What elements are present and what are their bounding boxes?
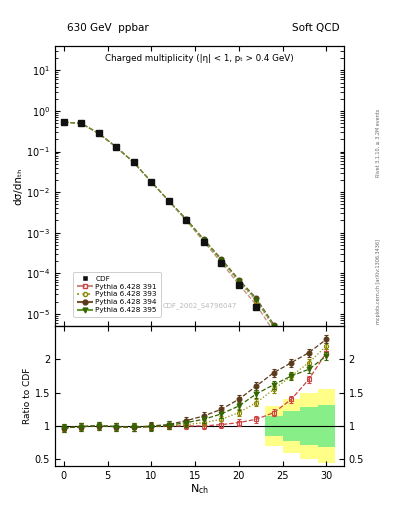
CDF — [79, 120, 84, 126]
CDF — [131, 159, 136, 165]
CDF — [219, 260, 224, 266]
CDF — [289, 355, 294, 361]
Line: CDF: CDF — [61, 118, 329, 426]
CDF — [61, 118, 66, 124]
Legend: CDF, Pythia 6.428 391, Pythia 6.428 393, Pythia 6.428 394, Pythia 6.428 395: CDF, Pythia 6.428 391, Pythia 6.428 393,… — [73, 272, 161, 317]
CDF — [167, 198, 171, 204]
Text: mcplots.cern.ch [arXiv:1306.3436]: mcplots.cern.ch [arXiv:1306.3436] — [376, 239, 380, 324]
CDF — [237, 282, 241, 288]
Y-axis label: dσ/dnₜₕ: dσ/dnₜₕ — [13, 167, 23, 205]
CDF — [272, 332, 276, 338]
CDF — [184, 218, 189, 224]
Y-axis label: Ratio to CDF: Ratio to CDF — [23, 368, 32, 424]
CDF — [254, 304, 259, 310]
CDF — [307, 385, 311, 391]
Text: 630 GeV  ppbar: 630 GeV ppbar — [67, 23, 149, 33]
CDF — [96, 131, 101, 137]
CDF — [149, 179, 154, 185]
Text: Rivet 3.1.10, ≥ 3.2M events: Rivet 3.1.10, ≥ 3.2M events — [376, 109, 380, 178]
Text: CDF_2002_S4796047: CDF_2002_S4796047 — [162, 303, 237, 309]
CDF — [324, 420, 329, 426]
Text: Charged multiplicity (|η| < 1, pₜ > 0.4 GeV): Charged multiplicity (|η| < 1, pₜ > 0.4 … — [105, 54, 294, 63]
CDF — [202, 239, 206, 245]
CDF — [114, 144, 119, 150]
X-axis label: $\mathregular{N_{ch}}$: $\mathregular{N_{ch}}$ — [190, 482, 209, 496]
Text: Soft QCD: Soft QCD — [292, 23, 340, 33]
